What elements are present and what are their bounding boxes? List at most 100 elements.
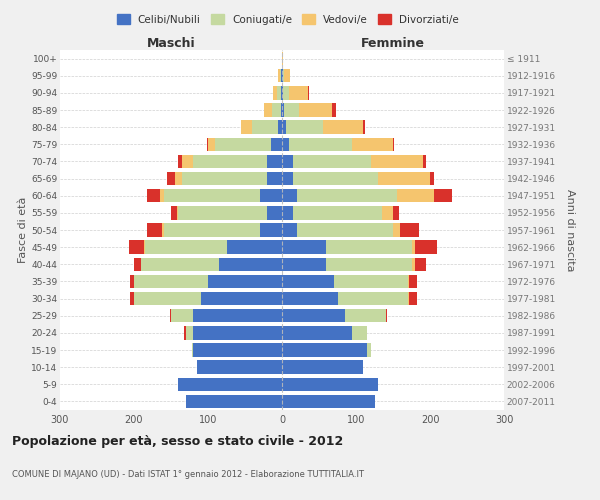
Bar xyxy=(160,189,164,202)
Bar xyxy=(148,224,162,236)
Bar xyxy=(146,189,160,202)
Bar xyxy=(267,206,282,220)
Bar xyxy=(278,120,282,134)
Bar xyxy=(282,360,364,374)
Bar xyxy=(393,138,394,151)
Bar xyxy=(282,394,374,408)
Bar xyxy=(332,104,336,117)
Bar xyxy=(164,189,260,202)
Bar xyxy=(352,326,367,340)
Bar xyxy=(415,258,427,271)
Bar xyxy=(408,274,409,288)
Bar xyxy=(299,104,332,117)
Bar xyxy=(282,224,297,236)
Bar xyxy=(371,154,422,168)
Bar xyxy=(345,309,386,322)
Bar xyxy=(164,224,260,236)
Bar xyxy=(293,206,382,220)
Bar xyxy=(193,154,267,168)
Bar xyxy=(182,154,193,168)
Bar xyxy=(282,240,326,254)
Bar xyxy=(142,258,219,271)
Bar xyxy=(282,309,345,322)
Bar xyxy=(208,138,215,151)
Bar xyxy=(260,224,282,236)
Bar xyxy=(337,292,408,306)
Bar xyxy=(293,154,371,168)
Bar xyxy=(282,154,293,168)
Bar xyxy=(186,394,282,408)
Bar xyxy=(282,189,297,202)
Bar xyxy=(282,120,286,134)
Bar xyxy=(282,172,293,186)
Bar xyxy=(241,120,253,134)
Bar xyxy=(267,172,282,186)
Bar xyxy=(271,138,282,151)
Bar xyxy=(282,138,289,151)
Bar xyxy=(178,206,267,220)
Bar xyxy=(386,309,387,322)
Bar xyxy=(178,378,282,391)
Bar xyxy=(282,326,352,340)
Bar xyxy=(397,189,434,202)
Bar xyxy=(412,258,415,271)
Bar xyxy=(134,258,142,271)
Bar xyxy=(284,69,290,82)
Bar xyxy=(409,292,416,306)
Bar xyxy=(193,309,282,322)
Bar xyxy=(393,206,399,220)
Y-axis label: Fasce di età: Fasce di età xyxy=(18,197,28,263)
Bar xyxy=(326,240,412,254)
Bar xyxy=(282,344,367,356)
Bar xyxy=(393,224,400,236)
Bar xyxy=(134,274,208,288)
Bar xyxy=(415,240,437,254)
Bar xyxy=(184,326,186,340)
Bar xyxy=(281,69,282,82)
Bar xyxy=(260,189,282,202)
Legend: Celibi/Nubili, Coniugati/e, Vedovi/e, Divorziati/e: Celibi/Nubili, Coniugati/e, Vedovi/e, Di… xyxy=(113,10,463,29)
Bar xyxy=(422,154,426,168)
Bar xyxy=(409,274,416,288)
Bar xyxy=(197,360,282,374)
Bar xyxy=(284,104,299,117)
Bar xyxy=(170,309,171,322)
Bar xyxy=(162,224,164,236)
Bar xyxy=(227,240,282,254)
Bar xyxy=(352,138,393,151)
Bar xyxy=(289,138,352,151)
Bar xyxy=(193,326,282,340)
Bar xyxy=(378,172,430,186)
Bar xyxy=(134,292,200,306)
Bar xyxy=(182,172,267,186)
Bar xyxy=(282,104,284,117)
Bar xyxy=(382,206,393,220)
Bar xyxy=(334,274,408,288)
Bar xyxy=(282,292,337,306)
Bar xyxy=(143,240,145,254)
Bar xyxy=(282,52,283,66)
Bar xyxy=(308,86,310,100)
Bar xyxy=(130,274,134,288)
Bar xyxy=(282,274,334,288)
Bar xyxy=(281,104,282,117)
Bar xyxy=(323,120,364,134)
Y-axis label: Anni di nascita: Anni di nascita xyxy=(565,188,575,271)
Bar xyxy=(129,240,143,254)
Bar xyxy=(364,120,365,134)
Bar xyxy=(264,104,272,117)
Bar xyxy=(272,104,281,117)
Bar xyxy=(130,292,134,306)
Bar xyxy=(208,274,282,288)
Bar xyxy=(219,258,282,271)
Bar xyxy=(278,69,280,82)
Bar xyxy=(273,86,277,100)
Bar xyxy=(286,120,323,134)
Bar xyxy=(193,344,282,356)
Bar xyxy=(297,189,397,202)
Bar xyxy=(145,240,227,254)
Bar xyxy=(282,86,283,100)
Bar xyxy=(267,154,282,168)
Bar xyxy=(283,69,284,82)
Bar xyxy=(326,258,412,271)
